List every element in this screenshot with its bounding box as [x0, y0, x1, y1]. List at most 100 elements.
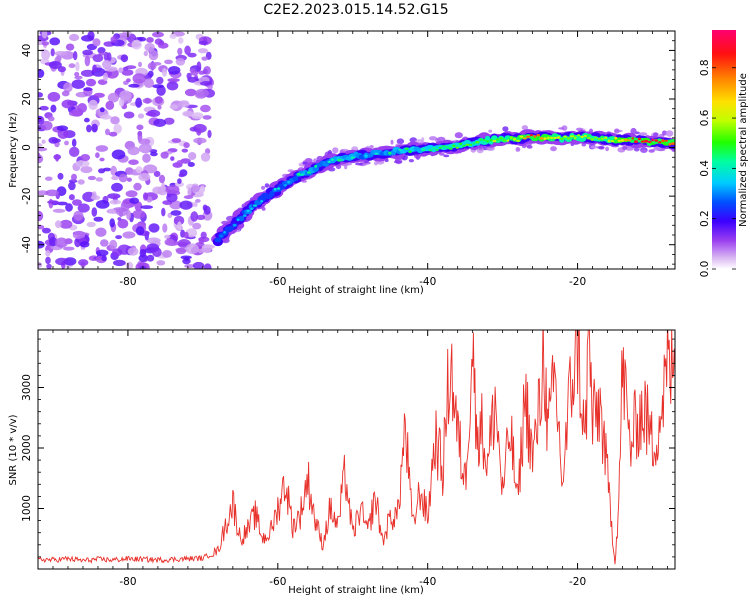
ridge-core [512, 138, 517, 141]
noise-blob [163, 117, 175, 125]
ridge-core [522, 137, 527, 140]
ridge-core [455, 146, 459, 149]
noise-blob [48, 116, 55, 122]
noise-blob [171, 138, 182, 143]
noise-blob [113, 259, 126, 267]
ridge-core [519, 135, 524, 138]
ridge-core [364, 154, 368, 158]
colorbar-tick-label: 0.0 [699, 261, 711, 278]
noise-blob [181, 148, 188, 153]
ridge-core [431, 147, 436, 150]
frequency-ridge [211, 125, 675, 247]
ridge-core [283, 184, 288, 187]
noise-blob [54, 51, 68, 56]
ridge-core [314, 164, 318, 168]
ridge-core [651, 138, 655, 142]
noise-blob [142, 192, 149, 201]
noise-blob [77, 179, 85, 185]
noise-blob [138, 254, 149, 262]
ridge-halo [665, 130, 674, 137]
ridge-core [577, 134, 581, 137]
ridge-inner [292, 176, 299, 182]
noise-blob [192, 261, 205, 269]
noise-blob [183, 231, 189, 239]
colorbar: 0.0 0.2 0.4 0.6 0.8 Normalized spectral ampl… [699, 30, 749, 277]
ridge-core [634, 140, 638, 144]
ridge-halo [550, 147, 556, 151]
snr-x-axis-label: Height of straight line (km) [288, 585, 424, 596]
ridge-core [566, 137, 571, 140]
noise-blob [135, 166, 143, 174]
ridge-core [560, 137, 564, 141]
noise-blob [182, 110, 194, 117]
noise-blob [86, 221, 96, 228]
noise-blob [167, 78, 180, 83]
noise-blob [138, 61, 142, 68]
noise-blob [73, 51, 78, 61]
noise-blob [169, 33, 177, 39]
noise-blob [120, 54, 129, 63]
ridge-halo [653, 132, 659, 137]
noise-blob [187, 187, 192, 197]
noise-blob [61, 99, 75, 109]
noise-blob [191, 112, 204, 120]
noise-blob [47, 91, 61, 102]
heatmap-x-tick-label: -80 [119, 276, 136, 288]
noise-blob [109, 218, 115, 228]
noise-blob [41, 139, 46, 144]
ridge-halo [652, 147, 661, 151]
noise-blob [68, 110, 83, 117]
ridge-core [242, 214, 247, 217]
ridge-core [482, 138, 487, 142]
noise-blob [119, 90, 132, 101]
colorbar-tick-label: 0.2 [699, 210, 711, 227]
noise-blob [100, 114, 112, 120]
ridge-halo [390, 139, 394, 145]
noise-blob [84, 55, 91, 67]
ridge-core [223, 230, 226, 234]
ridge-core [479, 138, 483, 141]
noise-blob [41, 227, 51, 234]
noise-blob [65, 43, 75, 51]
ridge-core [610, 140, 615, 143]
noise-blob [123, 200, 131, 205]
noise-blob [61, 90, 70, 97]
ridge-core [486, 140, 489, 143]
noise-blob [193, 201, 198, 208]
ridge-core [232, 223, 237, 227]
noise-blob [183, 142, 190, 149]
ridge-core [533, 135, 537, 138]
snr-x-tick-label: -40 [419, 576, 436, 588]
noise-blob [86, 124, 92, 133]
noise-blob [71, 79, 86, 89]
ridge-core [583, 134, 588, 137]
noise-blob [137, 113, 145, 119]
colorbar-tick-label: 0.6 [699, 109, 711, 126]
ridge-halo [648, 149, 655, 153]
noise-blob [55, 220, 62, 229]
noise-blob [166, 81, 179, 91]
noise-blob [156, 260, 166, 266]
noise-blob [45, 256, 51, 265]
noise-blob [121, 69, 134, 76]
noise-blob [145, 111, 157, 117]
noise-blob [107, 92, 119, 103]
ridge-core [452, 144, 456, 147]
noise-blob [93, 92, 105, 98]
ridge-core [435, 149, 439, 151]
noise-blob [95, 177, 104, 182]
noise-blob [75, 160, 90, 168]
noise-blob [161, 207, 166, 217]
ridge-core [644, 139, 649, 143]
noise-blob [38, 92, 43, 98]
ridge-halo [408, 159, 414, 163]
noise-blob [183, 195, 194, 200]
ridge-halo [662, 130, 667, 136]
ridge-halo [428, 136, 437, 141]
noise-blob [162, 223, 168, 233]
noise-blob [65, 203, 73, 212]
noise-blob [122, 231, 136, 239]
heatmap-x-tick-label: -20 [569, 276, 586, 288]
noise-blob [132, 73, 146, 84]
noise-blob [168, 66, 181, 75]
